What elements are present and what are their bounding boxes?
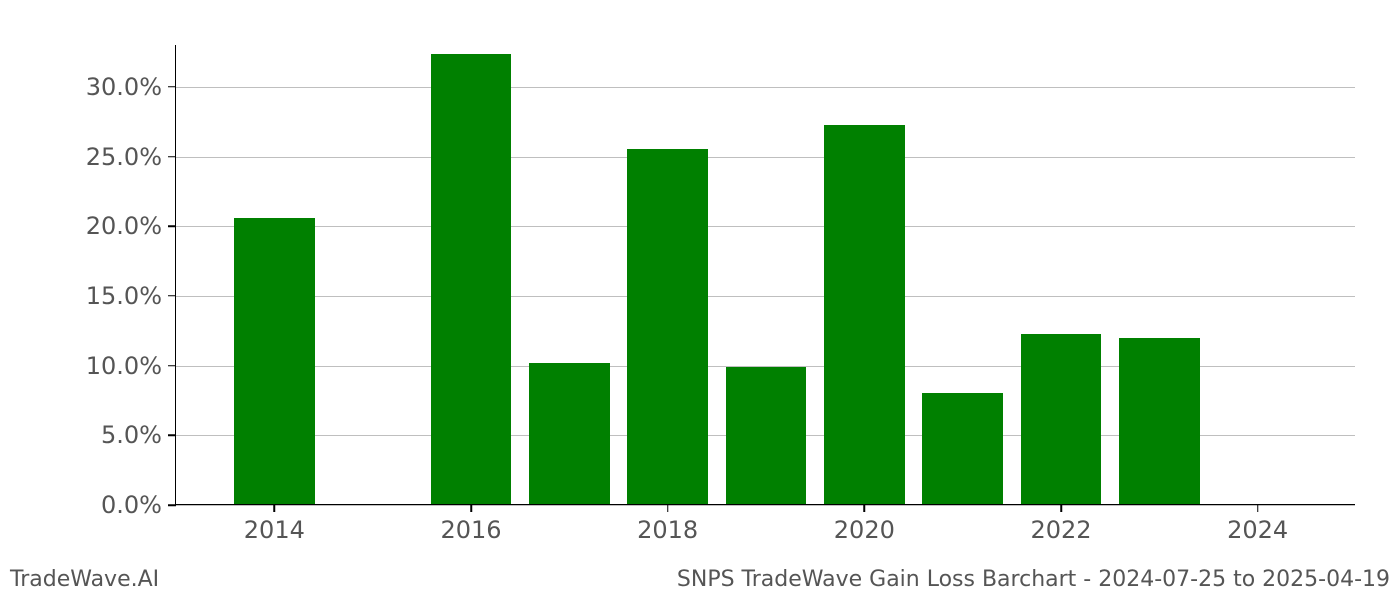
- ytick-label: 5.0%: [101, 421, 162, 449]
- bar: [824, 125, 905, 504]
- ytick-mark: [168, 225, 176, 227]
- ytick-mark: [168, 435, 176, 437]
- ytick-mark: [168, 295, 176, 297]
- bar: [627, 149, 708, 504]
- bar: [922, 393, 1003, 505]
- ytick-mark: [168, 365, 176, 367]
- bar: [1119, 338, 1200, 504]
- ytick-mark: [168, 156, 176, 158]
- xtick-mark: [470, 504, 472, 512]
- gridline: [176, 296, 1355, 297]
- xtick-mark: [667, 504, 669, 512]
- ytick-label: 20.0%: [86, 212, 162, 240]
- xtick-label: 2014: [244, 516, 305, 544]
- xtick-mark: [864, 504, 866, 512]
- xtick-label: 2020: [834, 516, 895, 544]
- ytick-mark: [168, 86, 176, 88]
- plot-area: 0.0%5.0%10.0%15.0%20.0%25.0%30.0%2014201…: [175, 45, 1355, 505]
- gridline: [176, 226, 1355, 227]
- xtick-label: 2018: [637, 516, 698, 544]
- xtick-label: 2022: [1030, 516, 1091, 544]
- xtick-label: 2024: [1227, 516, 1288, 544]
- bar: [1021, 334, 1102, 504]
- ytick-label: 0.0%: [101, 491, 162, 519]
- xtick-mark: [1060, 504, 1062, 512]
- ytick-label: 25.0%: [86, 143, 162, 171]
- bar: [431, 54, 512, 504]
- ytick-label: 30.0%: [86, 73, 162, 101]
- gridline: [176, 157, 1355, 158]
- footer-left: TradeWave.AI: [10, 567, 159, 592]
- ytick-label: 15.0%: [86, 282, 162, 310]
- xtick-label: 2016: [440, 516, 501, 544]
- bar: [726, 367, 807, 504]
- chart-container: 0.0% 5.0% 10.0% 15.0% 20.0% 25.0% 30.0% 2014 201…: [0, 0, 1400, 600]
- xtick-mark: [1257, 504, 1259, 512]
- xtick-mark: [274, 504, 276, 512]
- gridline: [176, 87, 1355, 88]
- ytick-label: 10.0%: [86, 352, 162, 380]
- bar: [234, 218, 315, 504]
- footer-right: SNPS TradeWave Gain Loss Barchart - 2024…: [677, 567, 1390, 592]
- bar: [529, 363, 610, 504]
- ytick-mark: [168, 504, 176, 506]
- gridline: [176, 505, 1355, 506]
